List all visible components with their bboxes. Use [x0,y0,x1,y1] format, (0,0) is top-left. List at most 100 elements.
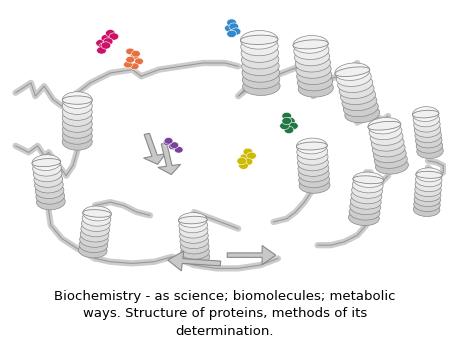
Ellipse shape [368,118,401,134]
Circle shape [238,162,248,169]
Circle shape [237,158,247,165]
Ellipse shape [81,217,110,232]
Ellipse shape [414,188,441,202]
Ellipse shape [296,61,331,78]
Ellipse shape [299,172,329,188]
Ellipse shape [80,233,108,247]
Circle shape [288,122,298,129]
Circle shape [227,30,236,38]
Ellipse shape [353,176,384,184]
Ellipse shape [179,216,207,224]
Ellipse shape [415,128,441,143]
Circle shape [170,142,179,148]
Circle shape [229,23,239,30]
Ellipse shape [62,122,92,138]
Ellipse shape [349,205,380,220]
Ellipse shape [298,161,329,176]
Ellipse shape [370,129,403,145]
Ellipse shape [335,67,370,76]
Ellipse shape [351,183,382,198]
Ellipse shape [240,35,278,45]
Ellipse shape [62,110,92,126]
Ellipse shape [351,188,382,204]
Ellipse shape [414,122,441,137]
Ellipse shape [79,238,108,252]
Circle shape [101,42,111,49]
Circle shape [163,139,172,146]
Ellipse shape [181,250,210,265]
Ellipse shape [32,155,61,171]
Ellipse shape [415,173,442,187]
Ellipse shape [80,227,109,242]
Ellipse shape [297,67,332,84]
Circle shape [243,158,253,165]
Ellipse shape [62,98,92,114]
Ellipse shape [375,158,408,174]
Circle shape [131,50,140,57]
Ellipse shape [352,177,383,193]
Ellipse shape [297,144,328,160]
Circle shape [126,48,135,55]
Circle shape [282,112,292,120]
Ellipse shape [369,123,402,140]
Circle shape [169,143,177,150]
Circle shape [109,33,119,40]
Ellipse shape [415,183,441,197]
Ellipse shape [374,146,406,163]
Ellipse shape [338,75,373,93]
Ellipse shape [33,160,61,176]
Ellipse shape [242,57,279,76]
Circle shape [126,56,135,63]
Circle shape [99,43,108,50]
Ellipse shape [35,183,64,198]
Circle shape [227,19,236,26]
Ellipse shape [297,142,327,150]
Circle shape [231,28,241,35]
Circle shape [174,146,183,153]
Circle shape [280,122,289,129]
Ellipse shape [62,116,92,132]
Ellipse shape [36,188,64,204]
Ellipse shape [335,63,370,80]
Ellipse shape [241,44,279,62]
Ellipse shape [299,177,330,193]
Ellipse shape [353,172,384,188]
Ellipse shape [415,178,441,192]
Circle shape [243,148,253,155]
Ellipse shape [62,96,92,104]
Ellipse shape [297,73,333,91]
Ellipse shape [179,213,207,227]
Ellipse shape [180,234,209,249]
Ellipse shape [414,193,441,207]
Circle shape [135,58,144,65]
FancyArrow shape [158,143,180,174]
Ellipse shape [83,210,111,217]
Ellipse shape [339,81,374,99]
Ellipse shape [242,64,279,82]
Ellipse shape [36,194,65,210]
Circle shape [164,138,173,144]
Ellipse shape [297,155,328,171]
Ellipse shape [298,166,329,182]
Ellipse shape [83,206,111,221]
Ellipse shape [243,77,280,95]
Ellipse shape [35,177,63,193]
Ellipse shape [62,127,92,144]
Ellipse shape [343,99,378,117]
Ellipse shape [297,149,328,165]
Ellipse shape [242,70,280,89]
Ellipse shape [82,211,111,226]
Circle shape [282,117,292,125]
Ellipse shape [295,54,330,72]
FancyArrow shape [227,245,276,265]
Ellipse shape [416,138,443,153]
Ellipse shape [336,69,371,87]
Ellipse shape [298,79,333,97]
Ellipse shape [78,243,107,258]
Ellipse shape [179,223,208,238]
Ellipse shape [180,239,209,254]
Ellipse shape [342,93,377,111]
Ellipse shape [180,228,208,243]
Ellipse shape [241,37,278,56]
Ellipse shape [345,105,380,123]
